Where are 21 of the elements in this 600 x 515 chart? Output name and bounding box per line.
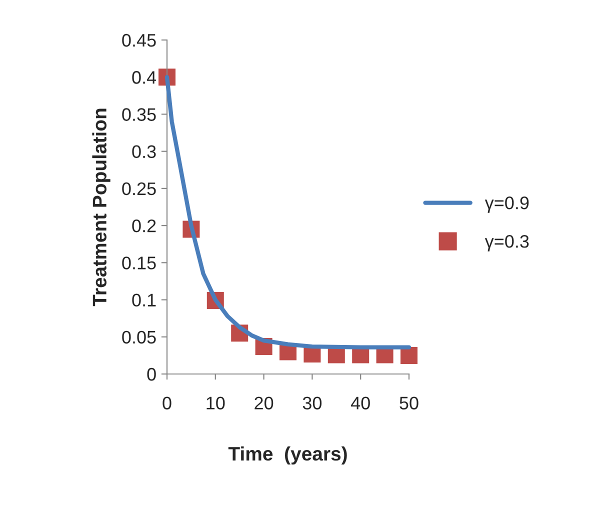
y-tick-label: 0.25 — [122, 182, 156, 196]
y-tick-label: 0.1 — [132, 294, 156, 306]
x-tick-label: 20 — [254, 396, 274, 410]
legend-label: γ=0.9 — [484, 196, 529, 213]
x-axis-title: Time (years) — [228, 446, 347, 465]
y-tick-label: 0.4 — [132, 71, 156, 84]
x-tick-label: 50 — [400, 396, 418, 410]
y-tick-label: 0.05 — [122, 330, 156, 344]
x-tick-label: 40 — [350, 396, 370, 410]
y-tick-label: 0.3 — [132, 145, 156, 158]
y-tick-label: 0 — [147, 368, 156, 381]
x-tick-label: 0 — [162, 396, 172, 410]
point — [400, 346, 418, 364]
legend-label: γ=0.3 — [484, 235, 529, 252]
x-tick-label: 30 — [302, 396, 322, 410]
y-tick-label: 0.2 — [132, 219, 156, 232]
y-tick-label: 0.15 — [122, 256, 156, 270]
x-tick-label: 10 — [206, 396, 225, 410]
y-tick-label: 0.45 — [122, 34, 156, 47]
y-axis-title: Treatment Population — [92, 108, 110, 306]
y-tick-label: 0.35 — [122, 108, 156, 121]
